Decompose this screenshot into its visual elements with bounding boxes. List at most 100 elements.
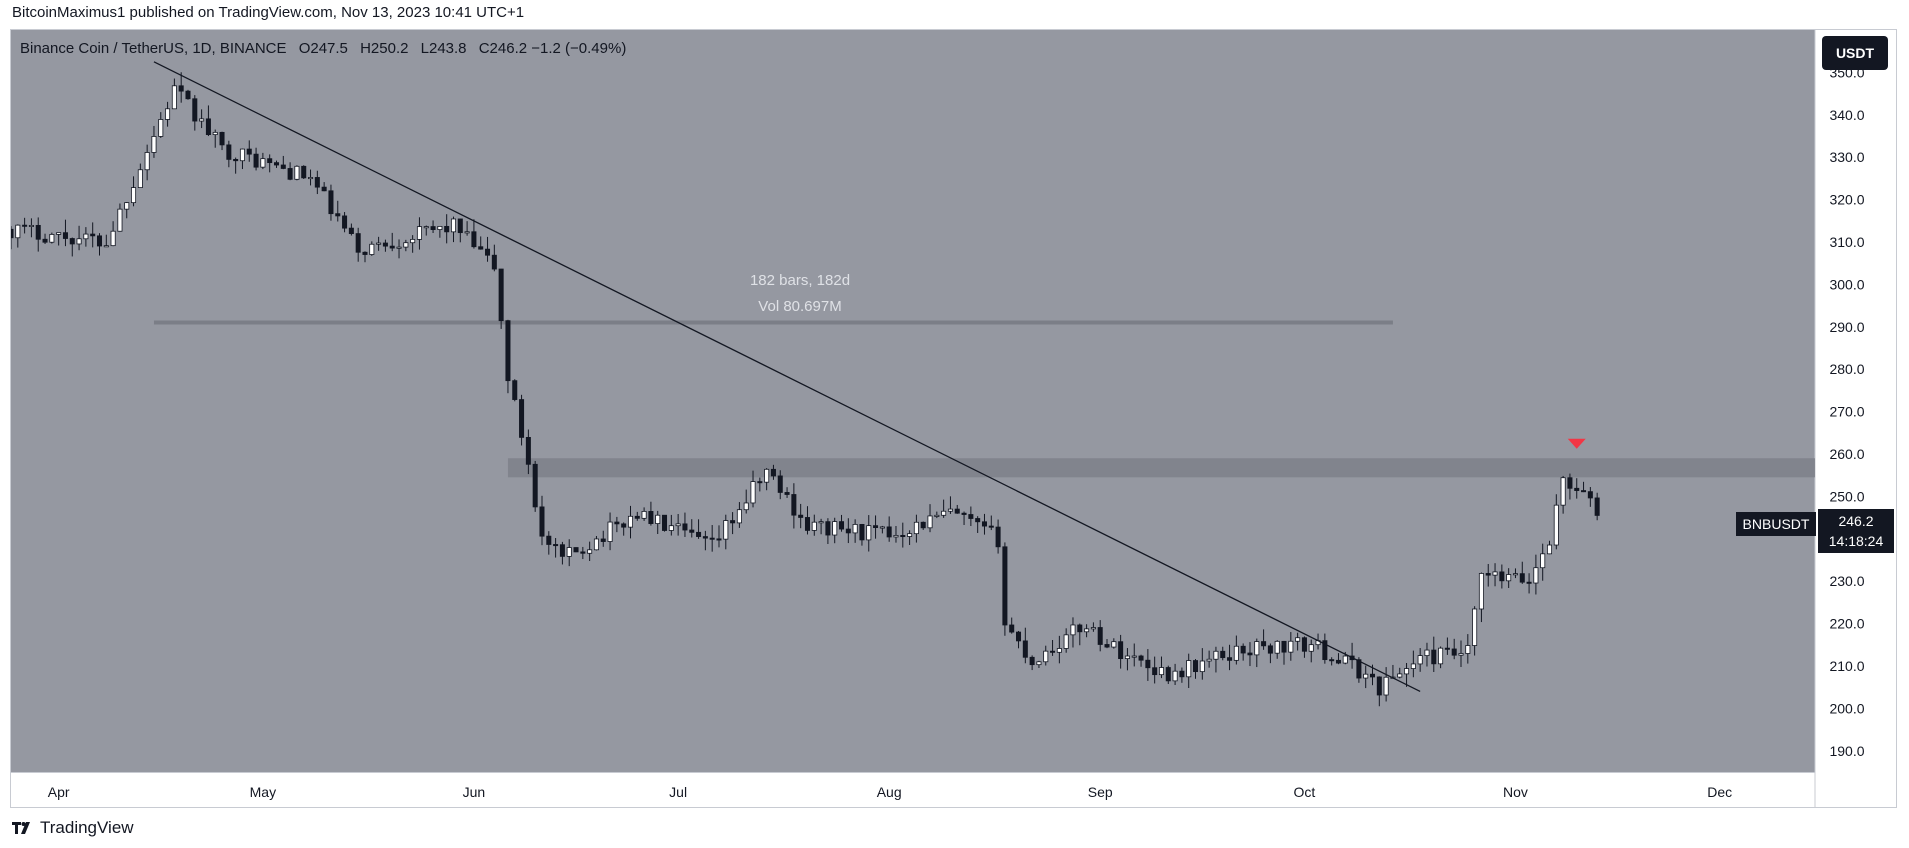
price-tick-label: 280.0 bbox=[1829, 361, 1864, 377]
descending-trendline[interactable] bbox=[153, 61, 1421, 693]
candle-body bbox=[764, 468, 770, 483]
candle bbox=[750, 470, 756, 508]
low-label: L bbox=[420, 40, 429, 57]
candle-body bbox=[1254, 641, 1260, 656]
measure-volume-label: Vol 80.697M bbox=[758, 298, 842, 315]
candle bbox=[893, 526, 899, 543]
plot-area[interactable] bbox=[11, 30, 1815, 772]
candle bbox=[103, 234, 109, 248]
candle-body bbox=[178, 85, 184, 92]
candle bbox=[1431, 636, 1437, 673]
currency-button[interactable]: USDT bbox=[1822, 36, 1888, 70]
candle bbox=[696, 519, 702, 539]
candle-body bbox=[648, 511, 654, 524]
time-tick-label: Jun bbox=[463, 784, 486, 800]
candle bbox=[900, 522, 906, 548]
candle bbox=[28, 218, 34, 238]
price-axis[interactable] bbox=[1815, 30, 1896, 807]
candle bbox=[1574, 478, 1580, 499]
candle-body bbox=[573, 547, 579, 553]
candle bbox=[396, 239, 402, 259]
candle-body bbox=[403, 242, 409, 248]
candle bbox=[995, 519, 1001, 554]
candle bbox=[1533, 554, 1539, 595]
candle-body bbox=[335, 213, 341, 217]
symbol-title[interactable]: Binance Coin / TetherUS, 1D, BINANCE bbox=[20, 40, 287, 57]
candle-body bbox=[1227, 657, 1233, 661]
candle-body bbox=[981, 521, 987, 527]
candle-body bbox=[553, 544, 559, 547]
candle bbox=[22, 217, 28, 234]
candle-body bbox=[165, 108, 171, 120]
candle-body bbox=[519, 399, 525, 438]
candle bbox=[1308, 639, 1314, 663]
candle-body bbox=[328, 190, 334, 215]
candle-body bbox=[1043, 650, 1049, 663]
last-price-label: 246.2 14:18:24 bbox=[1818, 509, 1894, 553]
candle-body bbox=[1594, 497, 1600, 516]
candle bbox=[416, 217, 422, 250]
candle-body bbox=[1499, 571, 1505, 582]
candle-body bbox=[28, 224, 34, 227]
candle bbox=[1322, 633, 1328, 664]
last-price-value: 246.2 bbox=[1838, 513, 1874, 529]
candle bbox=[205, 105, 211, 137]
candle-body bbox=[1376, 676, 1382, 696]
candle-body bbox=[485, 248, 491, 256]
candle-body bbox=[1077, 624, 1083, 633]
candle-body bbox=[1540, 553, 1546, 569]
candle bbox=[219, 131, 225, 151]
candle-body bbox=[1533, 567, 1539, 584]
candle-body bbox=[491, 254, 497, 270]
down-arrow-marker[interactable] bbox=[1567, 438, 1586, 449]
candle-body bbox=[743, 502, 749, 511]
candle bbox=[600, 530, 606, 547]
candle bbox=[1519, 561, 1525, 584]
candle bbox=[1410, 650, 1416, 678]
candle-body bbox=[1063, 634, 1069, 649]
candle-body bbox=[900, 535, 906, 538]
candle bbox=[450, 216, 457, 243]
candle bbox=[1111, 638, 1117, 649]
candle-body bbox=[1431, 649, 1437, 665]
candle bbox=[1152, 656, 1158, 684]
candle bbox=[1227, 644, 1233, 671]
candle-body bbox=[35, 224, 41, 240]
price-chart[interactable]: 190.0200.0210.0220.0230.0240.0250.0260.0… bbox=[11, 30, 1896, 807]
candle bbox=[15, 224, 21, 248]
candle-body bbox=[416, 226, 422, 240]
candle bbox=[1444, 637, 1450, 655]
candle-body bbox=[1050, 650, 1056, 653]
candle-body bbox=[185, 90, 191, 100]
candle bbox=[607, 512, 613, 551]
candle bbox=[273, 160, 280, 168]
candle bbox=[171, 78, 177, 110]
candle bbox=[702, 530, 708, 551]
candle bbox=[716, 525, 722, 548]
candle bbox=[1104, 639, 1110, 649]
candle-body bbox=[1002, 546, 1008, 626]
candle-body bbox=[69, 238, 75, 245]
candle-body bbox=[437, 225, 443, 230]
candles bbox=[11, 72, 1600, 707]
candle-body bbox=[42, 238, 48, 243]
candle-body bbox=[1193, 660, 1199, 673]
candle-body bbox=[1567, 477, 1573, 489]
candle-body bbox=[546, 535, 552, 545]
candle bbox=[804, 506, 810, 535]
candle-body bbox=[1240, 645, 1246, 654]
candle bbox=[485, 236, 491, 262]
candle-body bbox=[1329, 659, 1335, 662]
candle bbox=[239, 148, 245, 170]
candle bbox=[1451, 638, 1457, 660]
candle bbox=[757, 477, 763, 492]
price-tick-label: 330.0 bbox=[1829, 149, 1864, 165]
candle bbox=[1254, 638, 1260, 668]
candle bbox=[301, 165, 307, 179]
candle bbox=[1213, 646, 1219, 673]
candle bbox=[1506, 568, 1512, 589]
candle bbox=[328, 184, 334, 221]
candle bbox=[505, 319, 511, 394]
time-axis[interactable] bbox=[11, 772, 1815, 807]
candle-body bbox=[348, 227, 354, 234]
